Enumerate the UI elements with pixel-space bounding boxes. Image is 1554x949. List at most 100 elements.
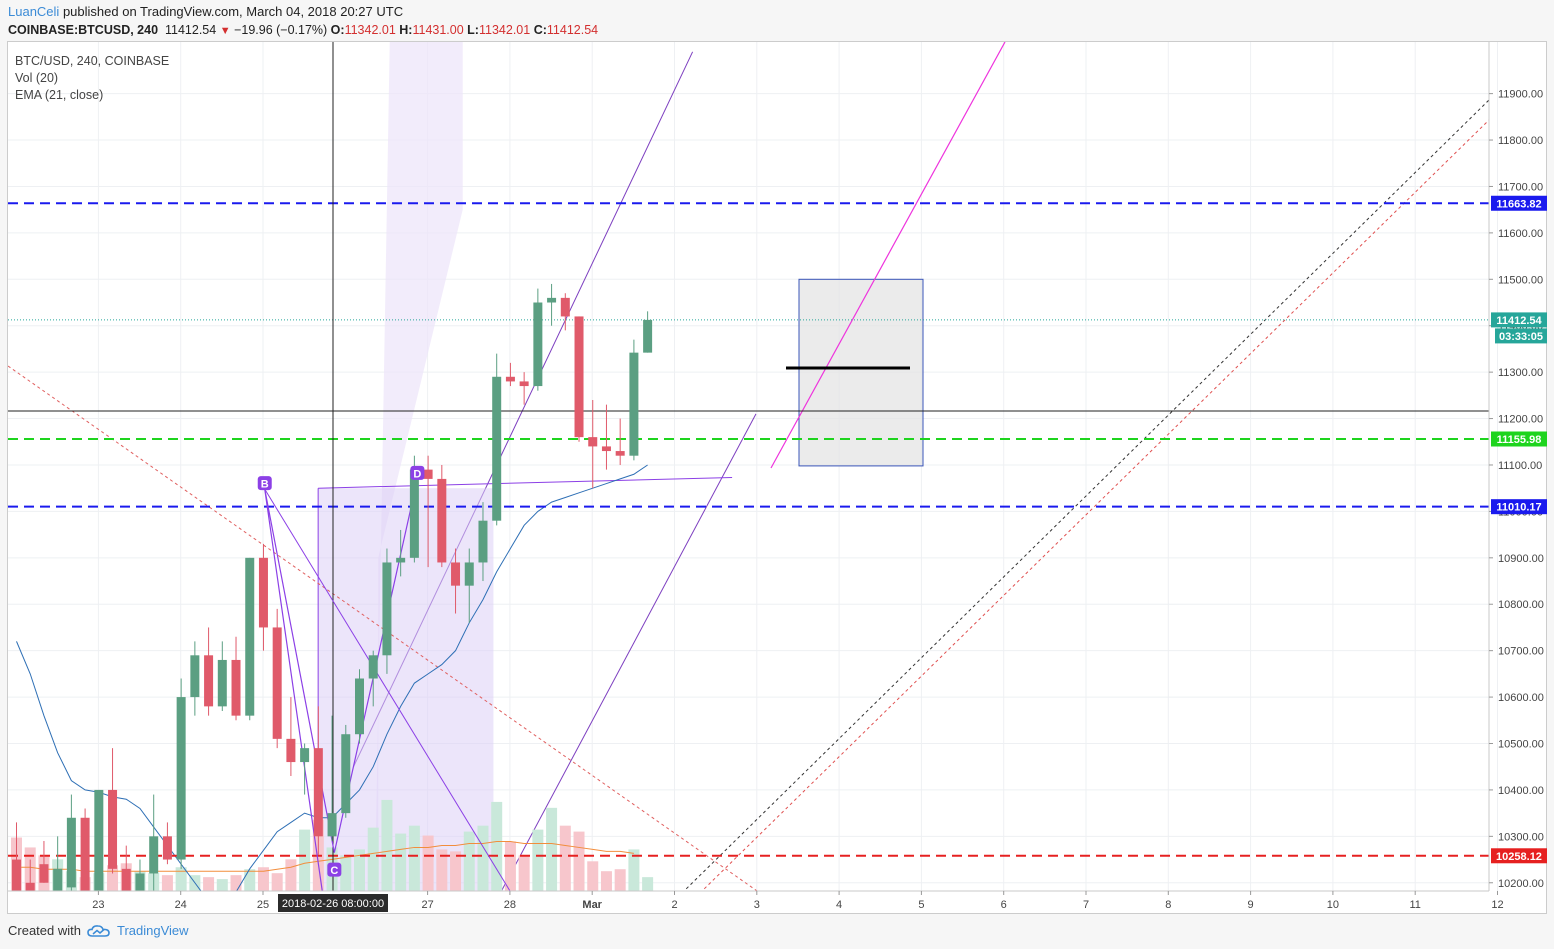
level-tag-label: 11663.82 xyxy=(1496,198,1541,210)
candle-body xyxy=(39,864,49,883)
volume-bar xyxy=(532,829,544,891)
price-tick-label: 10200.00 xyxy=(1498,878,1544,890)
candle-body xyxy=(53,868,63,891)
candle-body xyxy=(423,469,433,479)
candle xyxy=(601,404,611,470)
candle-body xyxy=(149,836,159,874)
candle-body xyxy=(231,659,241,716)
price-tick-label: 10700.00 xyxy=(1498,646,1544,658)
author-link[interactable]: LuanCeli xyxy=(8,4,60,19)
volume-bar xyxy=(244,869,256,891)
time-tick-label: 11 xyxy=(1409,899,1420,911)
candle-body xyxy=(533,302,543,387)
candle xyxy=(286,697,296,776)
candle-body xyxy=(66,817,76,888)
candle xyxy=(382,548,392,674)
last-price: 11412.54 xyxy=(164,23,217,37)
candle xyxy=(217,641,227,712)
crosshair-time-bg xyxy=(278,894,388,912)
volume-bar xyxy=(175,867,187,891)
candle xyxy=(313,706,323,855)
level-tag-2: 11155.98 xyxy=(1491,431,1547,447)
pattern-label-bg xyxy=(327,862,342,877)
candle-body xyxy=(368,655,378,679)
candle xyxy=(505,362,515,387)
price-tick-label: 10300.00 xyxy=(1498,831,1544,843)
candle xyxy=(588,399,598,489)
candle xyxy=(355,669,364,744)
time-tick-label: Mar xyxy=(582,899,602,911)
candle-body xyxy=(176,697,186,860)
chart-legend: BTC/USD, 240, COINBASE Vol (20) EMA (21,… xyxy=(15,53,169,104)
volume-bar xyxy=(354,849,365,891)
candle xyxy=(272,608,282,749)
volume-bar xyxy=(546,807,558,891)
volume-ma-line xyxy=(16,841,634,872)
volume-bar xyxy=(230,875,242,891)
volume-bar xyxy=(642,877,654,891)
countdown-label: 03:33:05 xyxy=(1499,331,1543,343)
candle-body xyxy=(478,520,488,563)
candle xyxy=(478,502,488,582)
legend-ema[interactable]: EMA (21, close) xyxy=(15,88,104,102)
time-axis: 23 24 25 27 28 Mar 2 3 4 5 6 7 8 9 10 11 12 xyxy=(92,891,1504,911)
candle xyxy=(231,636,241,721)
candle xyxy=(162,822,172,865)
candle-body xyxy=(615,451,625,456)
volume-bar xyxy=(340,855,352,891)
time-tick-label: 23 xyxy=(92,899,104,911)
candle xyxy=(519,372,529,405)
volume-bar xyxy=(463,831,475,891)
level-tag-0: 11663.82 xyxy=(1491,195,1547,211)
candle-body xyxy=(355,678,364,735)
tradingview-link[interactable]: TradingView xyxy=(116,923,189,938)
pattern-label: D xyxy=(413,468,421,480)
level-tag-4: 10258.12 xyxy=(1491,848,1547,864)
legend-volume[interactable]: Vol (20) xyxy=(15,71,59,85)
open-value: 11342.01 xyxy=(344,23,396,37)
legend-symbol[interactable]: BTC/USD, 240, COINBASE xyxy=(15,54,170,68)
candle xyxy=(25,859,35,891)
price-change: −19.96 (−0.17%) xyxy=(234,23,328,37)
volume-bar xyxy=(107,865,119,891)
price-tick-label: 11900.00 xyxy=(1498,89,1543,101)
candle-body xyxy=(574,316,584,438)
tradingview-cloud-icon[interactable] xyxy=(87,924,111,938)
time-tick-label: 24 xyxy=(175,899,187,911)
candle-body xyxy=(135,873,145,891)
candle-body xyxy=(629,352,639,456)
close-label: C: xyxy=(533,23,547,37)
level-tag-1: 11412.54 03:33:05 xyxy=(1491,312,1547,344)
candle-body xyxy=(519,381,529,387)
candle xyxy=(135,859,145,891)
price-tick-label: 11100.00 xyxy=(1498,460,1542,472)
time-tick-label: 9 xyxy=(1248,899,1254,911)
candle-body xyxy=(245,557,255,716)
volume-bar xyxy=(367,827,379,891)
crosshair-time-tag: 2018-02-26 08:00:00 xyxy=(278,894,388,912)
candle xyxy=(149,794,159,891)
price-tick-label: 11800.00 xyxy=(1498,135,1543,147)
candle-body xyxy=(382,562,392,656)
pattern-box-fill xyxy=(318,488,494,891)
candle-body xyxy=(25,882,35,891)
candle-body xyxy=(94,789,104,891)
candle-body xyxy=(162,836,172,860)
time-tick-label: 12 xyxy=(1491,899,1503,911)
candle-body xyxy=(341,734,351,814)
time-tick-label: 25 xyxy=(257,899,269,911)
volume-bar xyxy=(203,877,215,891)
footer: Created with TradingView xyxy=(8,923,189,938)
candle xyxy=(615,418,625,465)
candle xyxy=(643,311,653,353)
price-tick-label: 10800.00 xyxy=(1498,599,1544,611)
volume-bar xyxy=(477,825,489,891)
open-label: O: xyxy=(330,23,345,37)
level-tag-label: 11412.54 xyxy=(1496,315,1542,327)
candle-body xyxy=(601,446,611,452)
candle xyxy=(121,845,131,891)
candle xyxy=(80,808,90,891)
volume-bar xyxy=(408,825,420,891)
time-tick-label: 3 xyxy=(754,899,760,911)
